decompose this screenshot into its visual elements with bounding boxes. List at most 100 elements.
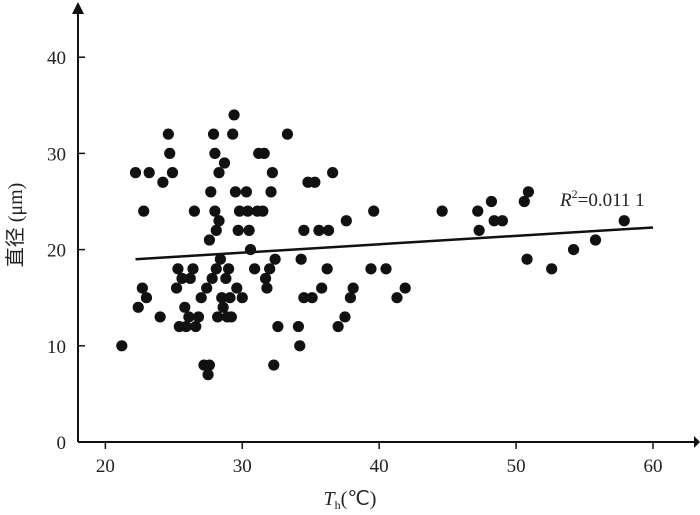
- data-point: [472, 205, 484, 217]
- data-point: [316, 282, 328, 294]
- data-point: [327, 167, 339, 179]
- data-point: [294, 340, 306, 352]
- data-point: [210, 224, 222, 236]
- data-point: [170, 282, 183, 294]
- data-point: [210, 263, 222, 275]
- data-point: [188, 205, 200, 217]
- data-point: [321, 263, 333, 275]
- data-point: [138, 205, 150, 217]
- x-tick-label: 20: [96, 456, 115, 477]
- data-point: [132, 301, 144, 313]
- data-point: [116, 340, 128, 352]
- data-point: [228, 109, 240, 121]
- data-point: [332, 320, 344, 333]
- scatter-points: [116, 109, 630, 381]
- data-point: [206, 272, 218, 285]
- data-point: [157, 176, 169, 188]
- data-point: [365, 263, 377, 275]
- r-squared-annotation: R2=0.011 1: [559, 187, 645, 211]
- data-point: [224, 292, 236, 304]
- data-point: [242, 205, 254, 217]
- data-point: [485, 195, 498, 208]
- data-point: [249, 263, 261, 275]
- y-tick-label: 20: [47, 241, 66, 262]
- data-point: [473, 224, 485, 236]
- data-point: [212, 311, 224, 323]
- data-point: [322, 224, 335, 236]
- data-point: [347, 282, 359, 294]
- r-squared-value: =0.011 1: [578, 190, 645, 211]
- data-point: [340, 215, 352, 227]
- y-tick-label: 0: [57, 433, 67, 454]
- data-point: [306, 292, 318, 304]
- y-axis-arrow: [72, 2, 84, 14]
- data-point: [179, 301, 191, 313]
- data-point: [257, 205, 269, 217]
- data-point: [164, 147, 176, 159]
- data-point: [258, 147, 270, 159]
- data-point: [172, 263, 184, 275]
- data-point: [268, 359, 280, 371]
- x-axis-title-unit: (℃): [341, 488, 377, 510]
- data-point: [292, 320, 305, 333]
- data-point: [205, 186, 217, 198]
- data-point: [298, 224, 310, 236]
- data-point: [203, 234, 216, 246]
- data-point: [231, 282, 243, 294]
- data-point: [589, 234, 602, 246]
- data-point: [207, 128, 220, 140]
- data-point: [522, 186, 535, 198]
- data-point: [227, 128, 239, 140]
- data-point: [236, 292, 248, 304]
- data-point: [618, 215, 630, 227]
- data-point: [203, 359, 216, 371]
- axes: [72, 2, 700, 448]
- data-point: [136, 282, 148, 294]
- data-point: [298, 292, 310, 304]
- data-point: [436, 205, 448, 217]
- data-point: [309, 176, 321, 188]
- data-point: [162, 128, 174, 140]
- data-point: [233, 205, 246, 217]
- data-point: [140, 292, 153, 304]
- data-point: [313, 224, 325, 236]
- data-point: [244, 244, 257, 256]
- data-point: [176, 272, 188, 285]
- x-axis-arrow: [694, 436, 700, 448]
- x-tick-label: 60: [643, 456, 662, 477]
- y-tick-label: 30: [47, 144, 66, 165]
- data-point: [220, 272, 232, 285]
- x-tick-label: 40: [370, 456, 389, 477]
- x-tick-label: 30: [233, 456, 252, 477]
- r-squared-superscript: 2: [572, 187, 578, 201]
- data-point: [240, 186, 252, 198]
- data-point: [567, 244, 580, 256]
- data-point: [183, 311, 195, 323]
- data-point: [339, 311, 351, 323]
- y-axis-title: 直径 (μm): [4, 183, 27, 268]
- data-point: [154, 311, 166, 323]
- data-point: [209, 205, 221, 217]
- data-point: [488, 215, 500, 227]
- data-point: [344, 292, 357, 304]
- y-tick-label: 40: [47, 48, 66, 69]
- data-point: [259, 272, 272, 285]
- data-point: [195, 292, 207, 304]
- data-point: [201, 282, 213, 294]
- data-point: [546, 263, 558, 275]
- data-point: [368, 205, 380, 217]
- x-ticks: 20 30 40 50 60: [96, 442, 662, 477]
- data-point: [213, 215, 225, 227]
- data-point: [261, 282, 273, 294]
- data-point: [266, 167, 278, 179]
- data-point: [496, 215, 508, 227]
- data-point: [184, 272, 196, 285]
- x-axis-title: Th(℃): [324, 488, 377, 512]
- y-ticks: 0 10 20 30 40: [47, 48, 85, 454]
- data-point: [192, 311, 205, 323]
- data-point: [216, 292, 228, 304]
- data-point: [213, 167, 225, 179]
- data-point: [243, 224, 255, 236]
- data-point: [295, 253, 307, 265]
